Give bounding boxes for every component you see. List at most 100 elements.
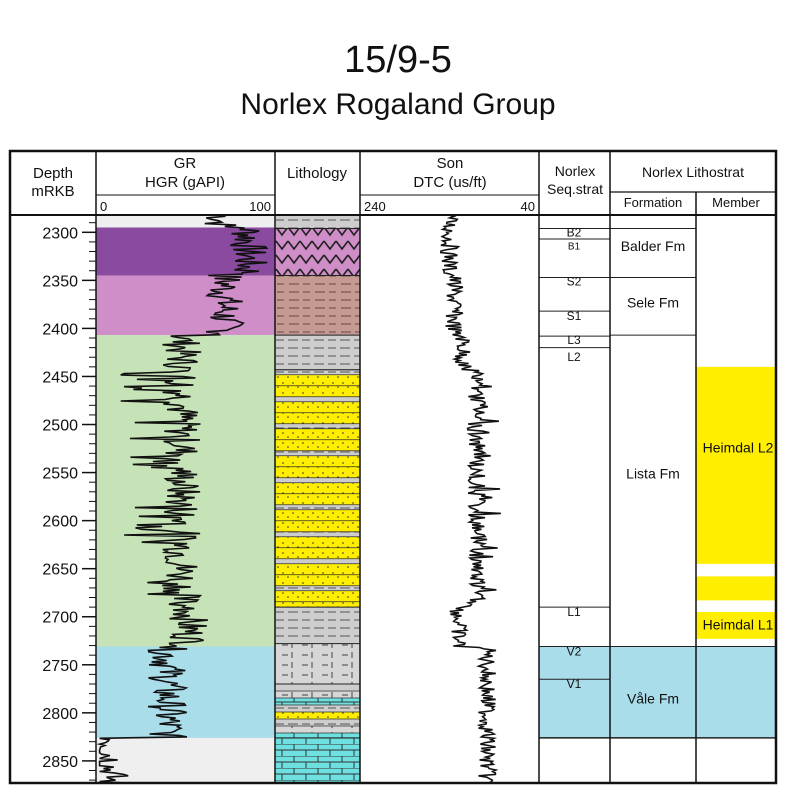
lithology-bed [275,401,360,413]
page-title: 15/9-5 [344,39,452,81]
member-column: Heimdal L2 Heimdal L1 [696,366,776,738]
sonic-scale-max: 40 [521,199,535,214]
sonic-header-unit: DTC (us/ft) [413,174,486,191]
lithology-block-6 [275,643,360,685]
lithology-bed [275,466,360,478]
lithology-bed [275,691,360,699]
lithology-block-2 [275,275,360,336]
lithology-bed [275,482,360,494]
lithology-bed [275,726,360,734]
lithology-bed [275,520,360,532]
lithology-bed [275,412,360,424]
lithology-bed [275,423,360,429]
page-subtitle: Norlex Rogaland Group [240,88,555,121]
formation-label-1: Sele Fm [627,294,679,310]
lithology-bed [275,558,360,564]
seq-label-s2: S2 [567,274,582,288]
lithology-block-5 [275,607,360,644]
depth-tick-label-2700: 2700 [42,610,78,627]
lithology-bed [275,712,360,720]
lithology-bed [275,369,360,375]
member-label-1: Heimdal L1 [703,616,774,632]
seq-label-l1: L1 [567,605,581,619]
sonic-header-label: Son [437,155,464,172]
lithology-bed [275,428,360,440]
depth-tick-label-2450: 2450 [42,369,78,386]
depth-header-unit: mRKB [31,183,74,200]
gr-header-unit: HGR (gAPI) [145,174,225,191]
gr-fill-zones [96,227,275,738]
lithology-bed [275,536,360,548]
lithology-bed [275,385,360,397]
seq-strat-column: B2 B1 S2 S1 L3 L2 L1 V2 V1 [539,225,610,739]
lithology-header: Lithology [287,165,348,182]
lithology-bed [275,477,360,483]
sonic-curve [439,215,501,783]
depth-tick-label-2850: 2850 [42,754,78,771]
seq-label-b1: B1 [568,242,581,253]
lithology-bed [275,601,360,608]
seq-label-v1: V1 [567,677,582,691]
formation-column: Balder Fm Sele Fm Lista Fm Våle Fm [539,227,776,739]
depth-tick-label-2500: 2500 [42,418,78,435]
lithology-bed [275,374,360,386]
depth-header-label: Depth [33,165,73,182]
seq-header-label: Norlex [555,163,595,179]
lithology-bed [275,733,360,738]
lithology-bed [275,531,360,537]
lithology-block-1 [275,228,360,276]
lithology-bed [275,439,360,451]
gr-curve [96,215,269,783]
seq-label-s1: S1 [567,309,582,323]
formation-label-3: Våle Fm [627,690,679,706]
lithology-bed [275,547,360,559]
member-block-3 [696,646,776,738]
lithology-bed [275,574,360,586]
lithology-bed [275,563,360,575]
member-block-2 [696,611,776,639]
lithology-bed [275,684,360,692]
gr-fill-zone-3 [96,646,275,738]
seq-header-unit: Seq.strat [547,181,603,197]
lithology-bed [275,585,360,591]
lithology-bed [275,396,360,402]
lithology-bed [275,493,360,505]
member-header: Member [712,195,760,210]
lithology-block-3 [275,335,360,370]
seq-label-b2: B2 [567,225,582,239]
depth-tick-label-2650: 2650 [42,562,78,579]
lithology-bed [275,698,360,706]
log-frame [8,149,778,785]
formation-label-0: Balder Fm [621,238,686,254]
depth-tick-label-2600: 2600 [42,514,78,531]
lithology-bed [275,504,360,510]
formation-vale-fill [610,646,696,738]
lithology-bed [275,455,360,467]
lithology-bed [275,450,360,456]
formation-header: Formation [624,195,683,210]
gr-fill-zone-1 [96,275,275,336]
gr-scale-max: 100 [249,199,271,214]
seq-label-l3: L3 [567,333,581,347]
seq-vale-fill [539,646,610,738]
seq-label-v2: V2 [567,644,582,658]
depth-axis: 2300 2350 2400 2450 2500 2550 2600 2650 2700 2750… [42,222,96,781]
lithology-bed [275,719,360,727]
lithology-bed [275,590,360,602]
member-block-0 [696,366,776,564]
lithology-bed [275,509,360,521]
lithology-block-0 [275,215,360,229]
gr-header-label: GR [174,155,197,172]
lithology-block-8 [275,737,360,783]
depth-tick-label-2550: 2550 [42,466,78,483]
member-label-0: Heimdal L2 [703,440,774,456]
gr-scale-min: 0 [100,199,107,214]
depth-tick-label-2300: 2300 [42,225,78,242]
depth-tick-label-2750: 2750 [42,658,78,675]
sonic-scale-min: 240 [364,199,386,214]
lithology-bed [275,705,360,713]
lithostrat-header: Norlex Lithostrat [642,164,744,180]
member-block-1 [696,576,776,601]
depth-tick-label-2400: 2400 [42,321,78,338]
